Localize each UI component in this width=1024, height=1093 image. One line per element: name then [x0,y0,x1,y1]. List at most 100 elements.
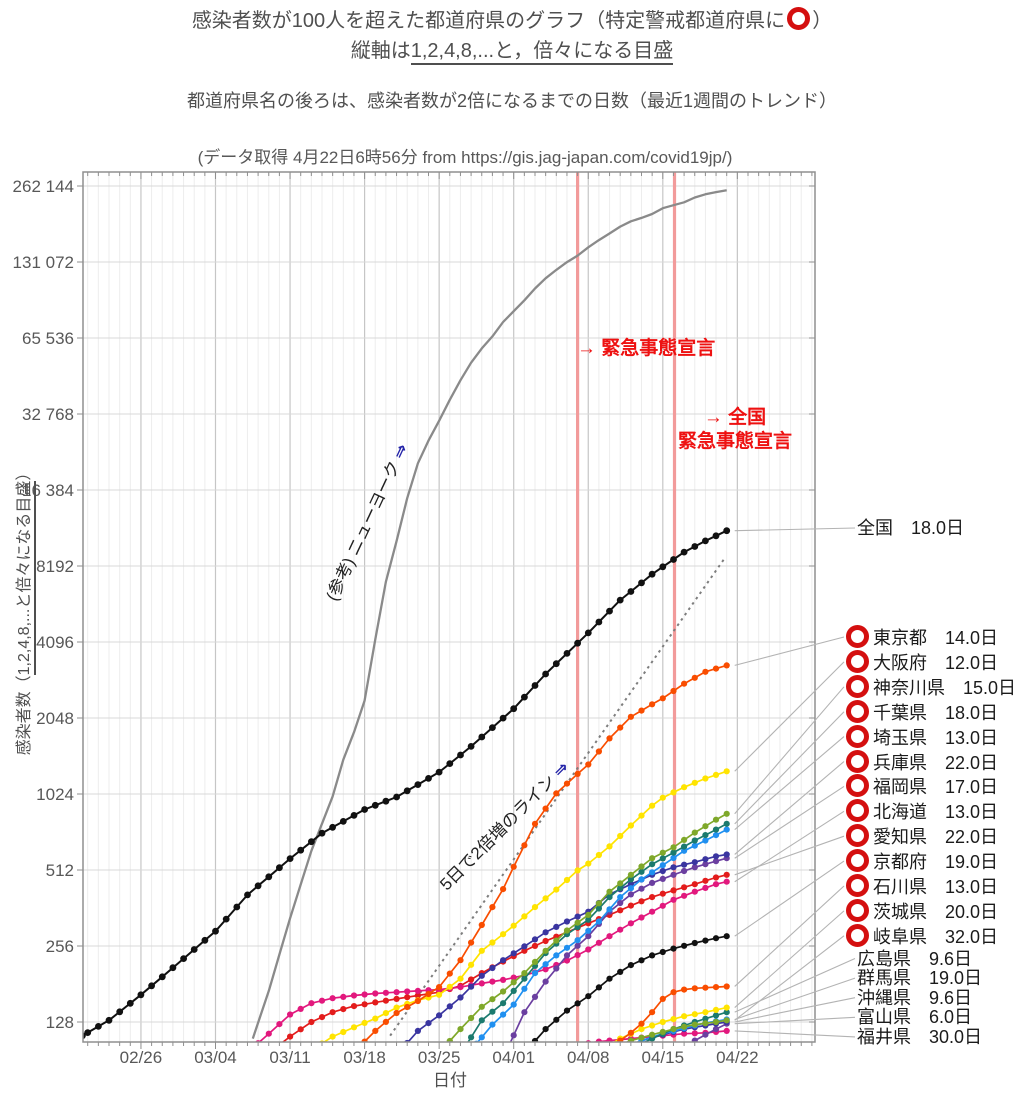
series-marker [638,707,645,714]
series-marker [712,1012,720,1019]
warning-circle-icon [846,649,869,673]
series-marker [680,548,688,556]
series-marker [595,939,603,946]
series-marker [489,964,496,972]
series-marker [463,1043,469,1049]
warning-circle-icon [846,923,869,947]
series-marker [521,1009,528,1016]
series-marker [372,990,379,997]
ny-arrow-icon: ⇒ [388,440,413,462]
series-marker [638,885,645,892]
series-marker [318,997,326,1004]
series-marker [457,1026,464,1033]
legend-doubling-days: 22.0日 [945,827,999,848]
series-marker [84,1029,92,1036]
y-tick-label: 128 [46,1013,74,1032]
legend-leader-line [734,736,845,831]
series-marker [670,1016,677,1023]
y-tick-label: 65 536 [22,329,74,348]
series-marker [670,844,677,851]
series-marker [489,1008,496,1015]
series-marker [372,999,379,1006]
series-marker [649,1022,656,1029]
series-marker [691,985,698,992]
series-marker [297,1005,304,1013]
legend-leader-line [734,711,845,825]
series-marker [489,1021,496,1028]
series-marker [414,992,421,999]
series-marker [617,832,624,840]
series-marker [691,1030,698,1037]
warning-circle-icon [846,799,869,823]
legend-doubling-days: 19.0日 [945,852,999,873]
series-marker [542,966,549,973]
series-marker [627,891,635,898]
series-marker [638,914,645,921]
series-marker [574,913,581,920]
x-tick-label: 02/26 [120,1048,163,1067]
series-marker [531,958,539,966]
series-marker [627,588,635,595]
series-marker [691,859,698,866]
series-marker [531,993,539,1001]
series-marker [712,1006,720,1014]
series-marker [435,768,443,776]
series-marker [489,996,496,1003]
legend-leader-line [734,910,845,1008]
series-marker [126,999,134,1007]
series-marker [617,880,624,887]
series-marker [627,902,635,909]
series-marker [585,916,592,923]
series-marker [670,887,677,894]
series-marker [627,871,635,878]
series-marker [350,812,358,819]
series-marker [702,832,709,839]
series-marker [617,1037,624,1042]
series-marker [659,695,666,702]
series-marker [489,724,496,731]
series-marker [681,867,688,875]
series-marker [595,984,603,991]
series-marker [723,878,730,885]
series-marker [702,856,709,863]
series-marker [542,1026,549,1033]
series-marker [712,665,720,672]
legend-leader-line [734,1030,856,1038]
series-marker [723,851,730,858]
series-marker [617,724,624,731]
series-marker [723,826,730,833]
series-marker [649,701,656,708]
series-marker [254,882,262,890]
series-marker [723,810,730,817]
series-marker [702,537,709,545]
series-marker [563,944,571,951]
series-marker [638,876,645,883]
series-marker [361,806,368,813]
series-marker [478,1017,485,1024]
series-marker [190,946,198,953]
series-marker [468,961,475,968]
series-marker [712,532,720,540]
series-marker [595,918,603,925]
series-marker [670,789,677,796]
series-marker [691,829,698,836]
page-title: 感染者数が100人を超えた都道府県のグラフ（特定警戒都道府県に ） [0,4,1024,33]
series-marker [649,1031,656,1038]
series-marker [617,894,624,901]
series-marker [702,775,709,782]
series-marker [606,1037,613,1042]
legend-label: 沖縄県 [857,987,911,1008]
series-marker [649,1009,656,1016]
series-marker [563,957,571,964]
series-marker [638,898,645,905]
series-marker [649,894,656,901]
series-marker [250,1045,256,1051]
series-marker [638,1020,645,1027]
legend-leader-line [734,810,845,883]
series-marker [681,986,688,993]
legend-label: 東京都 [873,628,927,648]
series-marker [553,790,560,797]
series-marker [180,955,188,962]
series-marker [617,899,624,907]
